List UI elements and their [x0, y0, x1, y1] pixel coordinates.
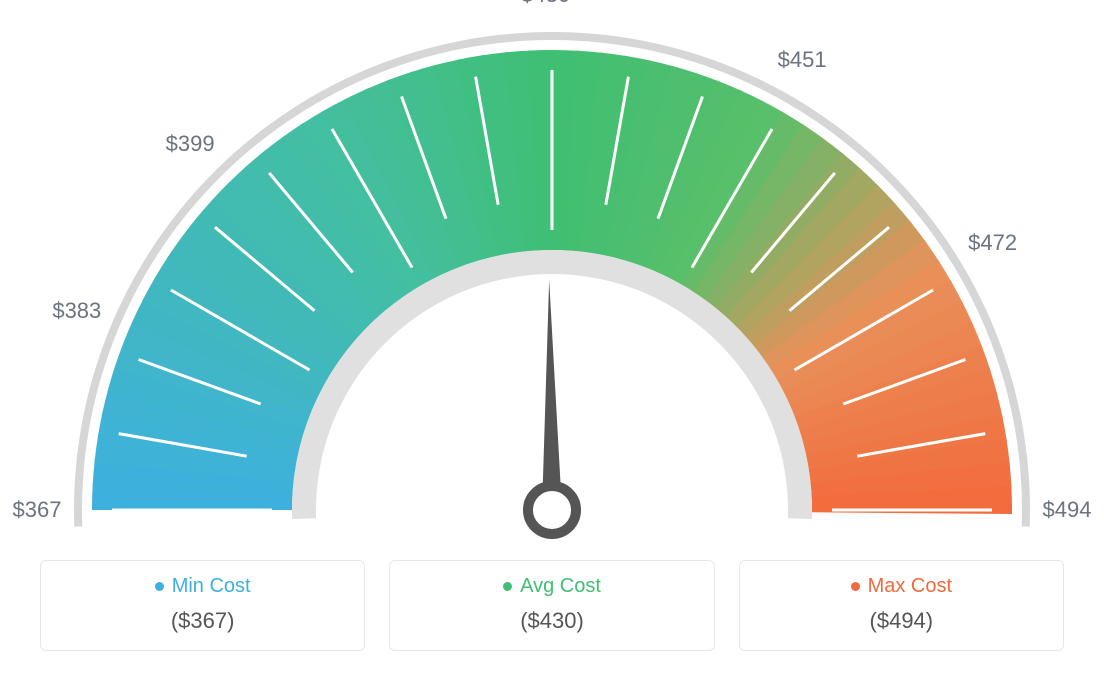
gauge-tick-label: $451	[778, 47, 827, 73]
min-dot-icon	[155, 582, 164, 591]
min-cost-card: Min Cost ($367)	[40, 560, 365, 651]
avg-card-value: ($430)	[400, 608, 703, 634]
max-dot-icon	[851, 582, 860, 591]
avg-card-header: Avg Cost	[400, 575, 703, 598]
gauge-svg	[0, 0, 1104, 560]
max-card-header: Max Cost	[750, 575, 1053, 598]
max-cost-card: Max Cost ($494)	[739, 560, 1064, 651]
gauge-tick-label: $383	[52, 298, 101, 324]
min-card-value: ($367)	[51, 608, 354, 634]
avg-dot-icon	[503, 582, 512, 591]
max-card-value: ($494)	[750, 608, 1053, 634]
gauge-tick-label: $430	[521, 0, 570, 8]
min-card-label: Min Cost	[172, 575, 251, 598]
summary-cards: Min Cost ($367) Avg Cost ($430) Max Cost…	[0, 560, 1104, 671]
min-card-header: Min Cost	[51, 575, 354, 598]
gauge-tick-label: $494	[1043, 497, 1092, 523]
max-card-label: Max Cost	[868, 575, 952, 598]
gauge-tick-label: $367	[13, 497, 62, 523]
gauge-chart: $367 $383 $399 $430 $451 $472 $494	[0, 0, 1104, 560]
gauge-tick-label: $472	[968, 230, 1017, 256]
avg-card-label: Avg Cost	[520, 575, 601, 598]
avg-cost-card: Avg Cost ($430)	[389, 560, 714, 651]
gauge-tick-label: $399	[166, 131, 215, 157]
